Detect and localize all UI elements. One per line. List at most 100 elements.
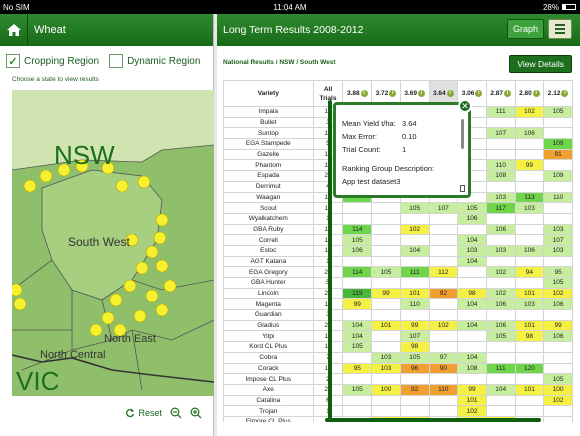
yield-cell[interactable]	[428, 298, 459, 311]
yield-cell[interactable]	[342, 202, 373, 214]
yield-cell[interactable]	[514, 148, 545, 161]
yield-cell[interactable]: 107	[543, 234, 573, 246]
yield-cell[interactable]	[514, 116, 545, 129]
yield-cell[interactable]: 111	[485, 362, 516, 375]
yield-cell[interactable]	[342, 255, 373, 268]
yield-cell[interactable]: 107	[485, 127, 516, 140]
col-header-variety[interactable]: Variety	[223, 80, 314, 107]
yield-cell[interactable]: 103	[371, 351, 401, 364]
horizontal-scroll-indicator[interactable]	[325, 418, 541, 422]
yield-cell[interactable]: 100	[371, 383, 401, 396]
yield-cell[interactable]: 104	[342, 319, 373, 332]
info-icon[interactable]: i	[561, 89, 569, 97]
yield-cell[interactable]	[428, 255, 459, 268]
info-icon[interactable]: i	[475, 89, 483, 97]
yield-cell[interactable]	[342, 405, 373, 417]
popup-scroll-down-icon[interactable]	[460, 185, 465, 192]
yield-cell[interactable]: 105	[399, 202, 430, 214]
yield-cell[interactable]: 99	[457, 383, 487, 396]
yield-cell[interactable]: 102	[485, 266, 516, 278]
yield-cell[interactable]	[543, 255, 573, 268]
yield-cell[interactable]: 101	[514, 287, 545, 300]
yield-cell[interactable]	[543, 415, 573, 422]
yield-cell[interactable]: 112	[428, 266, 459, 278]
yield-cell[interactable]: 100	[543, 383, 573, 396]
col-header-all-trials[interactable]: All Trials	[312, 80, 344, 107]
dynamic-region-option[interactable]: Dynamic Region	[109, 54, 200, 68]
yield-cell[interactable]: 105	[457, 202, 487, 214]
yield-cell[interactable]	[428, 330, 459, 343]
yield-cell[interactable]: 104	[457, 255, 487, 268]
col-header-yield[interactable]: 2.80 i	[514, 80, 545, 107]
yield-cell[interactable]: 106	[485, 319, 516, 332]
yield-cell[interactable]	[543, 159, 573, 172]
yield-cell[interactable]	[428, 394, 459, 407]
yield-cell[interactable]: 104	[457, 298, 487, 311]
yield-cell[interactable]: 98	[514, 330, 545, 343]
yield-cell[interactable]	[485, 255, 516, 268]
yield-cell[interactable]: 101	[371, 319, 401, 332]
table-row[interactable]: Magenta1399110104106103106	[223, 298, 573, 311]
info-icon[interactable]: i	[504, 89, 512, 97]
yield-cell[interactable]: 92	[428, 287, 459, 300]
info-icon[interactable]: i	[360, 89, 368, 97]
yield-cell[interactable]: 102	[543, 287, 573, 300]
yield-cell[interactable]: 91	[543, 148, 573, 161]
yield-cell[interactable]: 106	[543, 330, 573, 343]
checkbox-checked-icon[interactable]: ✓	[6, 54, 20, 68]
home-button[interactable]	[0, 14, 28, 46]
menu-button[interactable]	[548, 19, 572, 39]
yield-cell[interactable]: 95	[543, 266, 573, 278]
yield-cell[interactable]	[514, 180, 545, 193]
yield-cell[interactable]: 110	[428, 383, 459, 396]
yield-cell[interactable]	[371, 373, 401, 385]
yield-cell[interactable]: 98	[457, 287, 487, 300]
yield-cell[interactable]	[399, 309, 430, 321]
popup-scrollbar[interactable]	[461, 119, 464, 149]
yield-cell[interactable]	[485, 277, 516, 289]
yield-cell[interactable]: 90	[428, 362, 459, 375]
yield-cell[interactable]: 97	[428, 351, 459, 364]
yield-cell[interactable]: 99	[514, 159, 545, 172]
yield-cell[interactable]: 105	[543, 277, 573, 289]
yield-cell[interactable]: 104	[399, 244, 430, 257]
yield-cell[interactable]: 106	[514, 127, 545, 140]
table-row[interactable]: Estoc14106104103103106103	[223, 244, 573, 257]
yield-cell[interactable]	[514, 341, 545, 353]
region-map[interactable]: NSW South West North East North Central …	[12, 90, 214, 396]
yield-cell[interactable]	[428, 373, 459, 385]
yield-cell[interactable]	[485, 394, 516, 407]
yield-cell[interactable]: 104	[457, 234, 487, 246]
yield-cell[interactable]: 101	[457, 394, 487, 407]
yield-cell[interactable]	[485, 373, 516, 385]
yield-cell[interactable]	[371, 223, 401, 236]
yield-cell[interactable]: 99	[399, 319, 430, 332]
yield-cell[interactable]: 101	[514, 319, 545, 332]
yield-cell[interactable]	[485, 148, 516, 161]
zoom-in-icon[interactable]	[190, 407, 202, 419]
yield-cell[interactable]: 109	[543, 170, 573, 182]
yield-cell[interactable]	[371, 394, 401, 407]
yield-cell[interactable]	[514, 223, 545, 236]
yield-cell[interactable]: 105	[543, 106, 573, 118]
yield-cell[interactable]	[514, 255, 545, 268]
yield-cell[interactable]	[485, 212, 516, 225]
table-row[interactable]: Axe221051009211099104101100	[223, 383, 573, 396]
yield-cell[interactable]	[399, 277, 430, 289]
yield-cell[interactable]	[543, 202, 573, 214]
yield-cell[interactable]	[428, 405, 459, 417]
yield-cell[interactable]: 103	[485, 244, 516, 257]
yield-cell[interactable]: 109	[543, 138, 573, 150]
yield-cell[interactable]	[428, 309, 459, 321]
table-row[interactable]: Kord CL Plus10105 98	[223, 341, 573, 353]
col-header-yield[interactable]: 2.87 i	[485, 80, 516, 107]
yield-cell[interactable]	[485, 116, 516, 129]
yield-cell[interactable]	[485, 341, 516, 353]
yield-cell[interactable]: 104	[457, 319, 487, 332]
reset-button[interactable]: Reset	[125, 408, 162, 418]
yield-cell[interactable]	[543, 127, 573, 140]
yield-cell[interactable]	[342, 351, 373, 364]
table-row[interactable]: GBA Ruby15114102106103	[223, 223, 573, 236]
